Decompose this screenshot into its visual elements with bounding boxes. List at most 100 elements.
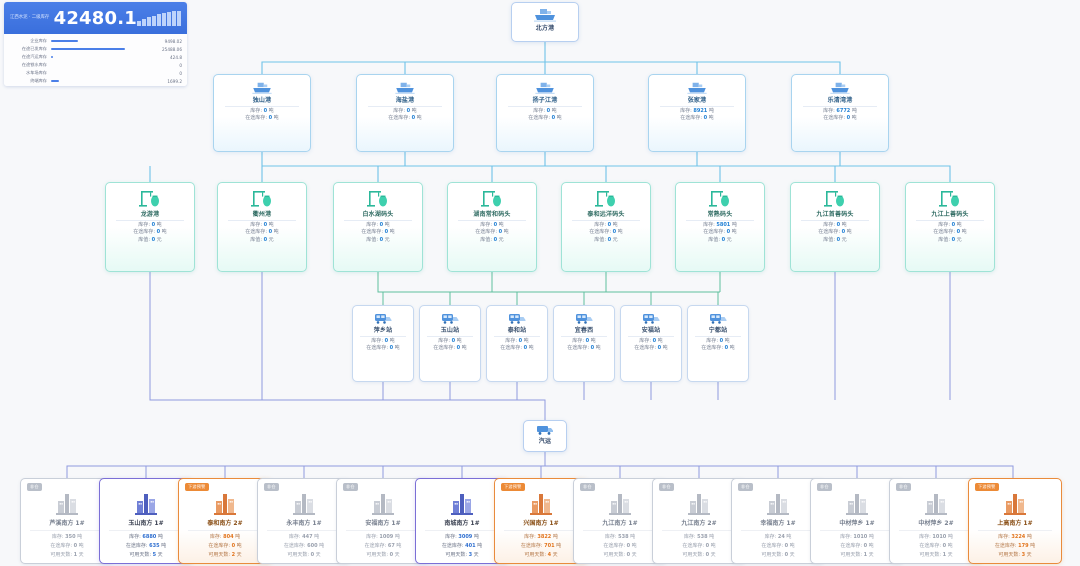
train-icon xyxy=(440,312,460,325)
node-dock[interactable]: 湖南常和码头 库存: 0 吨 在途库存: 0 吨 库值: 0 元 xyxy=(447,182,537,272)
factory-card[interactable]: 南城南方 1# 库存: 3009 吨在途库存: 401 吨可用天数: 3 天 xyxy=(415,478,509,564)
metric-days: 可用天数: 0 天 xyxy=(761,551,795,558)
node-station[interactable]: 萍乡站 库存: 0 吨 在途库存: 0 吨 xyxy=(352,305,414,382)
kpi-row: 水车场库存 0 xyxy=(7,69,182,77)
node-dock[interactable]: 白水湖码头 库存: 0 吨 在途库存: 0 吨 库值: 0 元 xyxy=(333,182,423,272)
kpi-row: 在途汽运库存 424.8 xyxy=(7,53,182,61)
metric-days: 可用天数: 0 天 xyxy=(682,551,716,558)
factory-card[interactable]: 非仓 安福南方 1# 库存: 1009 吨在途库存: 67 吨可用天数: 0 天 xyxy=(336,478,430,564)
kpi-row: 在途铁水库存 0 xyxy=(7,61,182,69)
metric-stock: 库存: 6772 吨 xyxy=(823,108,857,114)
node-root-port[interactable]: 北方港 xyxy=(511,2,579,42)
metric-stock: 库存: 0 吨 xyxy=(572,338,596,344)
factory-card[interactable]: 非仓 永丰南方 1# 库存: 447 吨在途库存: 600 吨可用天数: 0 天 xyxy=(257,478,351,564)
node-dock[interactable]: 九江首善码头 库存: 0 吨 在途库存: 0 吨 库值: 0 元 xyxy=(790,182,880,272)
node-port[interactable]: 乐清湾港 库存: 6772 吨 在途库存: 0 吨 xyxy=(791,74,889,152)
truck-icon xyxy=(536,424,554,436)
metric-in-transit: 在途库存: 0 吨 xyxy=(433,345,467,352)
metric-days: 可用天数: 0 天 xyxy=(603,551,637,558)
factory-card[interactable]: 玉山南方 1# 库存: 6880 吨在途库存: 635 吨可用天数: 5 天 xyxy=(99,478,193,564)
metric-stock: 库存: 0 吨 xyxy=(250,222,274,228)
metric-value: 库值: 0 元 xyxy=(138,236,162,243)
kpi-row-value: 25488.06 xyxy=(162,46,182,52)
metric-days: 可用天数: 4 天 xyxy=(524,551,558,558)
node-station[interactable]: 宜春西 库存: 0 吨 在途库存: 0 吨 xyxy=(553,305,615,382)
metric-stock: 库存: 0 吨 xyxy=(706,338,730,344)
metric-stock: 库存: 8921 吨 xyxy=(680,108,714,114)
metric-in-transit: 在途库存: 401 吨 xyxy=(441,542,483,549)
crane-icon xyxy=(366,189,390,209)
metric-days: 可用天数: 3 天 xyxy=(998,551,1032,558)
factory-card[interactable]: 非仓 九江南方 1# 库存: 538 吨在途库存: 0 吨可用天数: 0 天 xyxy=(573,478,667,564)
node-dock[interactable]: 龙游港 库存: 0 吨 在途库存: 0 吨 库值: 0 元 xyxy=(105,182,195,272)
metric-in-transit: 在途库存: 0 吨 xyxy=(919,542,953,549)
factory-icon xyxy=(54,491,80,517)
metric-in-transit: 在途库存: 0 吨 xyxy=(500,345,534,352)
node-label: 独山港 xyxy=(252,97,272,104)
factory-name: 永丰南方 1# xyxy=(286,520,322,527)
train-icon xyxy=(574,312,594,325)
factory-card[interactable]: 非仓 中材萍乡 2# 库存: 1010 吨在途库存: 0 吨可用天数: 1 天 xyxy=(889,478,983,564)
metric-days: 可用天数: 3 天 xyxy=(445,551,479,558)
metric-stock: 库存: 0 吨 xyxy=(393,108,417,114)
node-truck-hub[interactable]: 汽运 xyxy=(523,420,567,452)
metric-stock: 库存: 0 吨 xyxy=(250,108,274,114)
metric-stock: 库存: 0 吨 xyxy=(639,338,663,344)
kpi-row-label: 企业库存 xyxy=(30,38,47,43)
factory-card[interactable]: 非仓 芦溪南方 1# 库存: 350 吨在途库存: 0 吨可用天数: 1 天 xyxy=(20,478,114,564)
node-port[interactable]: 张家港 库存: 8921 吨 在途库存: 0 吨 xyxy=(648,74,746,152)
node-label: 湖南常和码头 xyxy=(473,211,511,218)
metric-stock: 库存: 538 吨 xyxy=(604,534,636,540)
node-label: 常熟码头 xyxy=(707,211,733,218)
node-label: 乐清湾港 xyxy=(827,97,853,104)
crane-icon xyxy=(250,189,274,209)
metric-days: 可用天数: 2 天 xyxy=(208,551,242,558)
metric-value: 库值: 0 元 xyxy=(250,236,274,243)
metric-stock: 库存: 1009 吨 xyxy=(366,534,400,540)
metric-in-transit: 在途库存: 0 吨 xyxy=(133,229,167,236)
node-station[interactable]: 宁都站 库存: 0 吨 在途库存: 0 吨 xyxy=(687,305,749,382)
factory-card[interactable]: 非仓 幸福南方 1# 库存: 24 吨在途库存: 0 吨可用天数: 0 天 xyxy=(731,478,825,564)
metric-stock: 库存: 3822 吨 xyxy=(524,534,558,540)
crane-icon xyxy=(480,189,504,209)
factory-card[interactable]: 非仓 九江南方 2# 库存: 538 吨在途库存: 0 吨可用天数: 0 天 xyxy=(652,478,746,564)
node-port[interactable]: 海盐港 库存: 0 吨 在途库存: 0 吨 xyxy=(356,74,454,152)
metric-in-transit: 在途库存: 0 吨 xyxy=(603,542,637,549)
kpi-sparkline xyxy=(137,10,181,26)
metric-in-transit: 在途库存: 0 吨 xyxy=(475,229,509,236)
factory-card[interactable]: 下游预警 上高南方 1# 库存: 3224 吨在途库存: 179 吨可用天数: 3 … xyxy=(968,478,1062,564)
status-badge: 下游预警 xyxy=(975,483,999,491)
metric-stock: 库存: 0 吨 xyxy=(366,222,390,228)
node-port[interactable]: 扬子江港 库存: 0 吨 在途库存: 0 吨 xyxy=(496,74,594,152)
node-label: 玉山站 xyxy=(440,327,460,334)
metric-in-transit: 在途库存: 701 吨 xyxy=(520,542,562,549)
kpi-row: 企业库存 9498.02 xyxy=(7,37,182,45)
status-badge: 非仓 xyxy=(580,483,595,491)
node-label: 衢州港 xyxy=(252,211,272,218)
metric-stock: 库存: 0 吨 xyxy=(505,338,529,344)
metric-value: 库值: 0 元 xyxy=(366,236,390,243)
crane-icon xyxy=(594,189,618,209)
node-dock[interactable]: 常熟码头 库存: 5801 吨 在途库存: 0 吨 库值: 0 元 xyxy=(675,182,765,272)
node-station[interactable]: 玉山站 库存: 0 吨 在途库存: 0 吨 xyxy=(419,305,481,382)
metric-value: 库值: 0 元 xyxy=(823,236,847,243)
kpi-header-label: 江西水泥 · 二级库存 xyxy=(10,15,50,21)
factory-card[interactable]: 下游预警 泰和南方 2# 库存: 804 吨在途库存: 0 吨可用天数: 2 天 xyxy=(178,478,272,564)
node-dock[interactable]: 泰和远洋码头 库存: 0 吨 在途库存: 0 吨 库值: 0 元 xyxy=(561,182,651,272)
status-badge: 非仓 xyxy=(738,483,753,491)
node-station[interactable]: 泰和站 库存: 0 吨 在途库存: 0 吨 xyxy=(486,305,548,382)
factory-card[interactable]: 下游预警 兴国南方 1# 库存: 3822 吨在途库存: 701 吨可用天数: 4 … xyxy=(494,478,588,564)
metric-stock: 库存: 447 吨 xyxy=(288,534,320,540)
kpi-row-label: 水车场库存 xyxy=(26,70,47,75)
factory-name: 玉山南方 1# xyxy=(128,520,164,527)
node-dock[interactable]: 九江上善码头 库存: 0 吨 在途库存: 0 吨 库值: 0 元 xyxy=(905,182,995,272)
kpi-row-label: 终端库存 xyxy=(30,78,47,83)
node-dock[interactable]: 衢州港 库存: 0 吨 在途库存: 0 吨 库值: 0 元 xyxy=(217,182,307,272)
metric-stock: 库存: 0 吨 xyxy=(533,108,557,114)
node-label: 九江首善码头 xyxy=(816,211,854,218)
kpi-rows: 企业库存 9498.02 在途已发库存 25488.06 在途汽运库存 424.… xyxy=(4,34,187,86)
node-station[interactable]: 安福站 库存: 0 吨 在途库存: 0 吨 xyxy=(620,305,682,382)
factory-card[interactable]: 非仓 中材萍乡 1# 库存: 1010 吨在途库存: 0 吨可用天数: 1 天 xyxy=(810,478,904,564)
node-label: 宜春西 xyxy=(574,327,594,334)
node-port[interactable]: 独山港 库存: 0 吨 在途库存: 0 吨 xyxy=(213,74,311,152)
